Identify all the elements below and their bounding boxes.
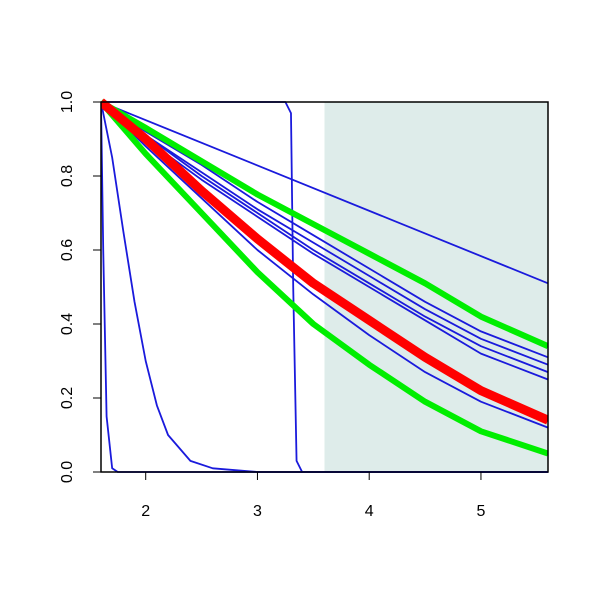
- x-tick-label: 3: [253, 503, 262, 520]
- x-tick-label: 2: [141, 503, 150, 520]
- series-line: [101, 100, 548, 457]
- y-tick-label: 0.6: [59, 239, 76, 261]
- y-tick-label: 0.0: [59, 461, 76, 483]
- series-line: [101, 101, 548, 473]
- y-tick-label: 0.2: [59, 387, 76, 409]
- plot-box: [100, 101, 549, 473]
- series-line: [101, 101, 548, 373]
- series-line: [101, 101, 548, 359]
- x-tick-label: 4: [365, 503, 374, 520]
- y-tick-label: 1.0: [59, 91, 76, 113]
- y-tick-label: 0.8: [59, 165, 76, 187]
- series-line: [101, 101, 548, 285]
- series-line: [101, 98, 548, 425]
- series-line: [101, 101, 548, 366]
- series-line: [101, 99, 548, 349]
- series-line: [101, 101, 548, 429]
- x-tick-label: 5: [476, 503, 485, 520]
- y-tick-label: 0.4: [59, 313, 76, 335]
